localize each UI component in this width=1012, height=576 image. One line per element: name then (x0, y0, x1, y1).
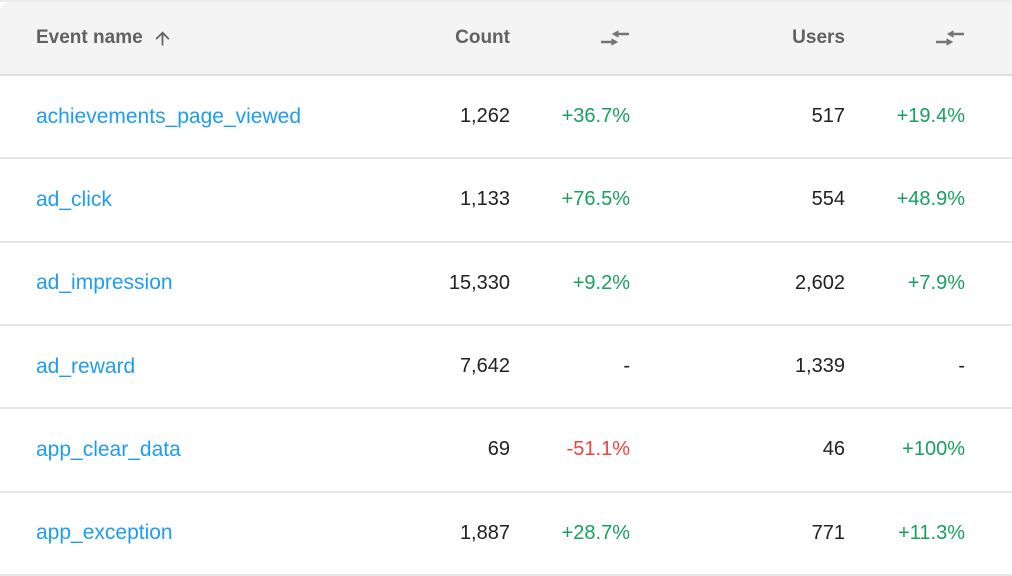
users-value: 1,339 (794, 355, 845, 378)
event-name-cell: app_exception (36, 521, 336, 545)
count-value: 15,330 (448, 271, 510, 294)
event-name-link[interactable]: ad_click (36, 187, 112, 211)
table-header: Event name Count Users (0, 2, 1012, 76)
users-change-value: - (958, 355, 965, 378)
event-name-link[interactable]: achievements_page_viewed (36, 104, 302, 128)
column-header-event-name[interactable]: Event name (36, 27, 336, 49)
users-value: 46 (822, 438, 845, 461)
event-name-cell: ad_impression (36, 271, 336, 295)
users-change-value: +19.4% (896, 105, 965, 128)
table-row: ad_click 1,133 +76.5% 554 +48.9% (0, 159, 1012, 243)
count-change-value: +76.5% (561, 188, 630, 211)
count-column-label: Count (455, 27, 510, 48)
sort-ascending-icon (152, 28, 173, 49)
count-value: 69 (487, 438, 510, 461)
table-row: app_clear_data 69 -51.1% 46 +100% (0, 409, 1012, 493)
event-name-cell: ad_click (36, 188, 336, 212)
users-change-value: +11.3% (898, 521, 965, 544)
count-change-value: +36.7% (561, 105, 630, 128)
users-value: 2,602 (794, 271, 845, 294)
event-name-link[interactable]: app_exception (36, 521, 173, 545)
users-change-value: +7.9% (907, 271, 965, 294)
column-header-count-change[interactable] (510, 28, 630, 48)
count-value: 1,133 (459, 188, 510, 211)
event-name-link[interactable]: ad_reward (36, 354, 136, 378)
count-change-value: - (623, 355, 630, 378)
compare-arrows-icon (600, 28, 630, 48)
count-change-value: +28.7% (561, 521, 630, 544)
count-value: 1,262 (459, 105, 510, 128)
table-row: ad_reward 7,642 - 1,339 - (0, 326, 1012, 410)
table-row: app_exception 1,887 +28.7% 771 +11.3% (0, 493, 1012, 576)
event-name-column-label: Event name (36, 27, 143, 48)
column-header-users[interactable]: Users (630, 27, 845, 49)
column-header-count[interactable]: Count (336, 27, 510, 49)
event-name-link[interactable]: app_clear_data (36, 437, 181, 461)
event-name-link[interactable]: ad_impression (36, 271, 173, 295)
users-change-value: +48.9% (896, 188, 965, 211)
table-body: achievements_page_viewed 1,262 +36.7% 51… (0, 76, 1012, 576)
users-value: 771 (811, 521, 845, 544)
count-value: 7,642 (459, 355, 510, 378)
event-name-cell: achievements_page_viewed (36, 105, 336, 129)
count-change-value: +9.2% (572, 271, 630, 294)
table-row: achievements_page_viewed 1,262 +36.7% 51… (0, 76, 1012, 160)
users-change-value: +100% (902, 438, 965, 461)
table-row: ad_impression 15,330 +9.2% 2,602 +7.9% (0, 243, 1012, 326)
count-value: 1,887 (459, 521, 510, 544)
column-header-users-change[interactable] (845, 28, 965, 48)
count-change-value: -51.1% (566, 438, 630, 461)
users-value: 517 (811, 105, 845, 128)
event-name-cell: ad_reward (36, 355, 336, 379)
event-name-cell: app_clear_data (36, 438, 336, 462)
users-value: 554 (811, 188, 845, 211)
users-column-label: Users (792, 27, 845, 48)
compare-arrows-icon (935, 28, 965, 48)
